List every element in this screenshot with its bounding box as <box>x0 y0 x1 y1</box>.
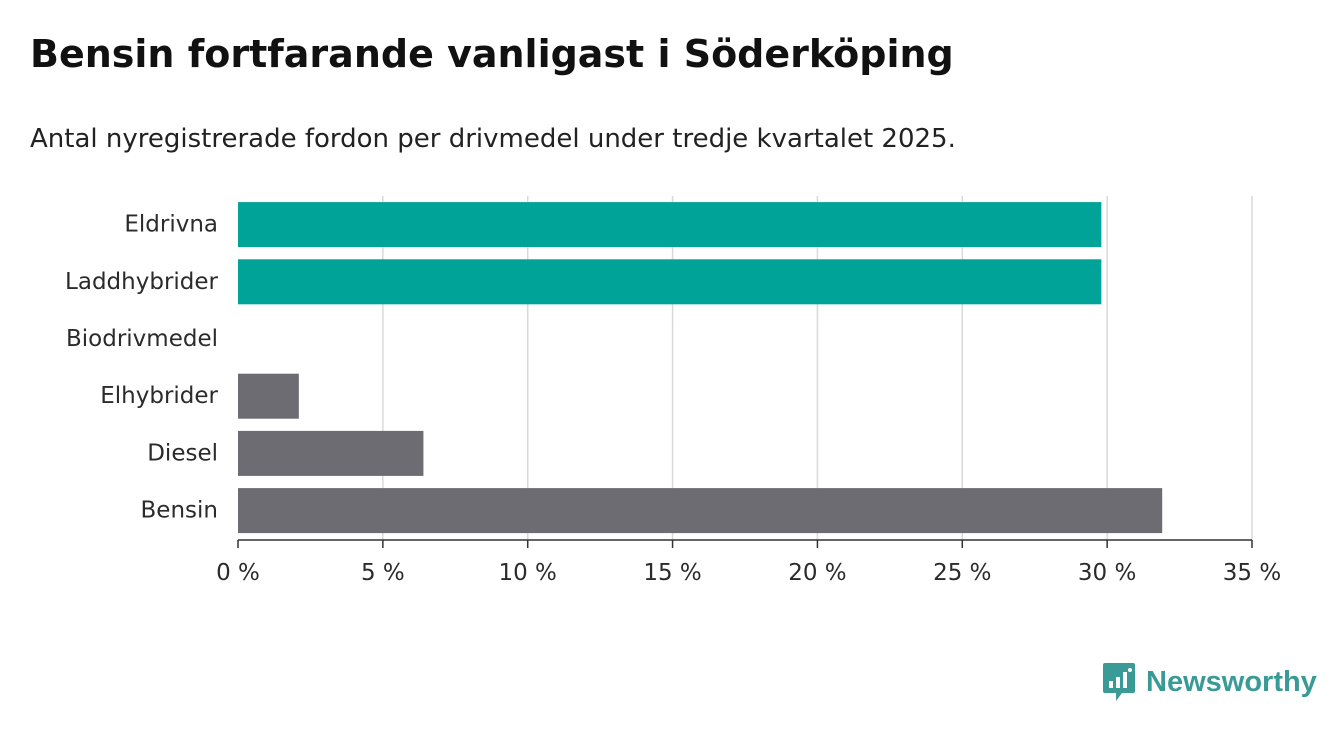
category-label-bensin: Bensin <box>141 498 218 524</box>
x-tick-label-25: 25 % <box>933 560 991 586</box>
x-tick-label-35: 35 % <box>1223 560 1281 586</box>
chart-subtitle: Antal nyregistrerade fordon per drivmede… <box>30 124 956 154</box>
x-tick-label-30: 30 % <box>1078 560 1136 586</box>
x-tick-label-5: 5 % <box>361 560 405 586</box>
newsworthy-chart-icon <box>1103 663 1135 701</box>
brand-name: Newsworthy <box>1146 665 1317 698</box>
x-axis: 0 % 5 % 10 % 15 % 20 % 25 % 30 % 35 % <box>216 539 1281 586</box>
chart-title: Bensin fortfarande vanligast i Söderköpi… <box>30 32 954 76</box>
category-label-eldrivna: Eldrivna <box>124 212 218 238</box>
category-labels: Eldrivna Laddhybrider Biodrivmedel Elhybrid… <box>65 212 218 524</box>
bar-eldrivna <box>238 202 1102 248</box>
bar-bensin <box>238 488 1163 534</box>
grid-lines <box>382 196 1253 540</box>
category-label-elhybrider: Elhybrider <box>100 383 218 409</box>
bar-laddhybrider <box>238 259 1102 305</box>
bar-elhybrider <box>238 373 299 419</box>
bars <box>238 202 1163 534</box>
brand-logo: Newsworthy <box>1102 660 1317 704</box>
bar-diesel <box>238 430 424 476</box>
x-tick-label-20: 20 % <box>788 560 846 586</box>
x-tick-label-10: 10 % <box>498 560 556 586</box>
category-label-laddhybrider: Laddhybrider <box>65 269 218 295</box>
category-label-diesel: Diesel <box>147 440 218 466</box>
x-tick-label-15: 15 % <box>643 560 701 586</box>
category-label-biodrivmedel: Biodrivmedel <box>66 326 218 352</box>
x-tick-label-0: 0 % <box>216 560 260 586</box>
